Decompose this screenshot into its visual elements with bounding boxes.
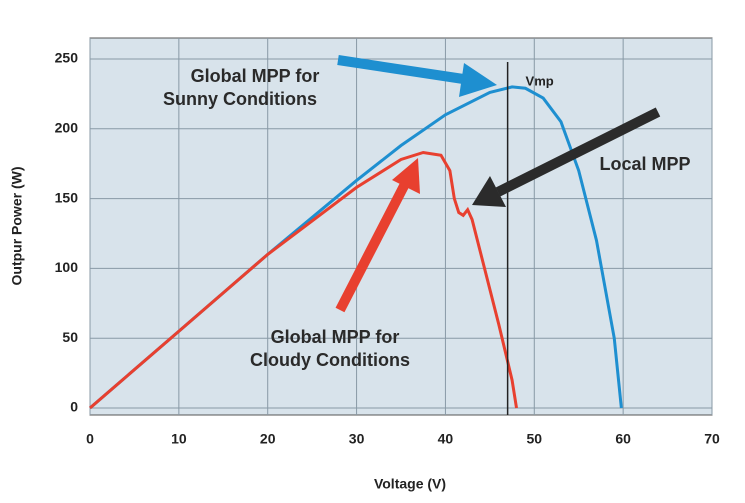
arrow-head [459, 63, 497, 97]
y-axis-label: Outpur Power (W) [9, 167, 25, 286]
annotation-line: Cloudy Conditions [250, 350, 410, 370]
annotation: Global MPP for Cloudy Conditions [250, 327, 410, 370]
annotation: Local MPP [599, 154, 690, 174]
annotation-line: Sunny Conditions [163, 89, 317, 109]
x-tick-label: 50 [526, 431, 542, 447]
line [89, 150, 518, 410]
y-tick-label: 50 [62, 329, 78, 345]
y-tick-label: 100 [55, 259, 79, 275]
x-tick-label: 0 [86, 431, 94, 447]
arrow [335, 179, 411, 313]
x-tick-label: 60 [615, 431, 631, 447]
annotation-line: Global MPP for [191, 66, 320, 86]
arrow-head [392, 158, 420, 194]
arrows [335, 55, 661, 313]
y-tick-label: 0 [70, 399, 78, 415]
line [89, 85, 623, 410]
y-tick-label: 200 [55, 119, 79, 135]
x-tick-label: 40 [438, 431, 454, 447]
arrow-head [472, 176, 506, 207]
annotation-line: Global MPP for [271, 327, 400, 347]
arrow [337, 55, 471, 85]
y-tick-label: 150 [55, 189, 79, 205]
arrow [495, 107, 661, 197]
vmp-label: Vmp [526, 73, 554, 88]
x-tick-label: 10 [171, 431, 187, 447]
x-tick-label: 70 [704, 431, 720, 447]
x-axis-label: Voltage (V) [374, 476, 446, 492]
plot-area [89, 37, 713, 416]
y-tick-label: 250 [55, 50, 79, 66]
x-tick-label: 30 [349, 431, 365, 447]
annotation: Global MPP for Sunny Conditions [163, 66, 319, 109]
x-tick-label: 20 [260, 431, 276, 447]
